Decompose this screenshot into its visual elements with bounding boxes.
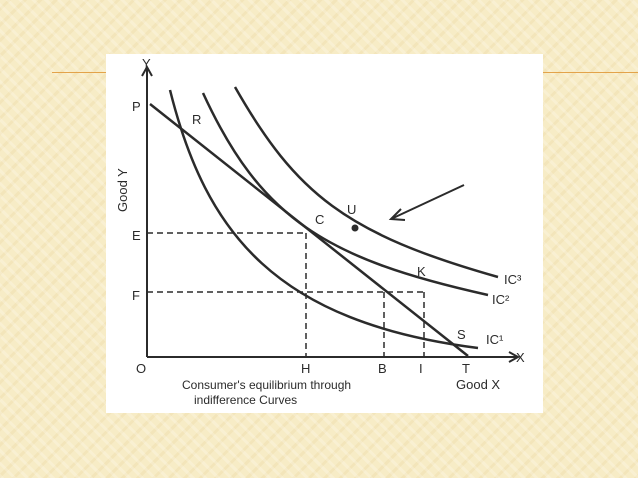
point-u-marker bbox=[352, 225, 359, 232]
label-b: B bbox=[378, 361, 387, 376]
axis-y-label: Y bbox=[142, 56, 151, 71]
axis-x-label: X bbox=[516, 350, 525, 365]
curve-ic3 bbox=[235, 87, 498, 277]
label-f: F bbox=[132, 288, 140, 303]
label-ic1: IC¹ bbox=[486, 332, 504, 347]
label-e: E bbox=[132, 228, 141, 243]
slide-rule-right bbox=[538, 72, 638, 73]
label-p: P bbox=[132, 99, 141, 114]
label-t: T bbox=[462, 361, 470, 376]
good-y-label: Good Y bbox=[115, 168, 130, 212]
label-ic2: IC² bbox=[492, 292, 510, 307]
origin-label: O bbox=[136, 361, 146, 376]
label-h: H bbox=[301, 361, 310, 376]
label-c: C bbox=[315, 212, 324, 227]
good-x-label: Good X bbox=[456, 377, 500, 392]
label-i: I bbox=[419, 361, 423, 376]
label-r: R bbox=[192, 112, 201, 127]
pointer-arrow bbox=[391, 185, 464, 219]
label-s: S bbox=[457, 327, 466, 342]
label-k: K bbox=[417, 264, 426, 279]
figure-card: Y X O Good Y Good X P R C U K S E F H B … bbox=[106, 54, 543, 413]
slide-rule-left bbox=[52, 72, 112, 73]
caption-line-1: Consumer's equilibrium through bbox=[182, 378, 351, 392]
indifference-curve-diagram: Y X O Good Y Good X P R C U K S E F H B … bbox=[106, 54, 543, 413]
label-u: U bbox=[347, 202, 356, 217]
caption-line-2: indifference Curves bbox=[194, 393, 297, 407]
label-ic3: IC³ bbox=[504, 272, 522, 287]
